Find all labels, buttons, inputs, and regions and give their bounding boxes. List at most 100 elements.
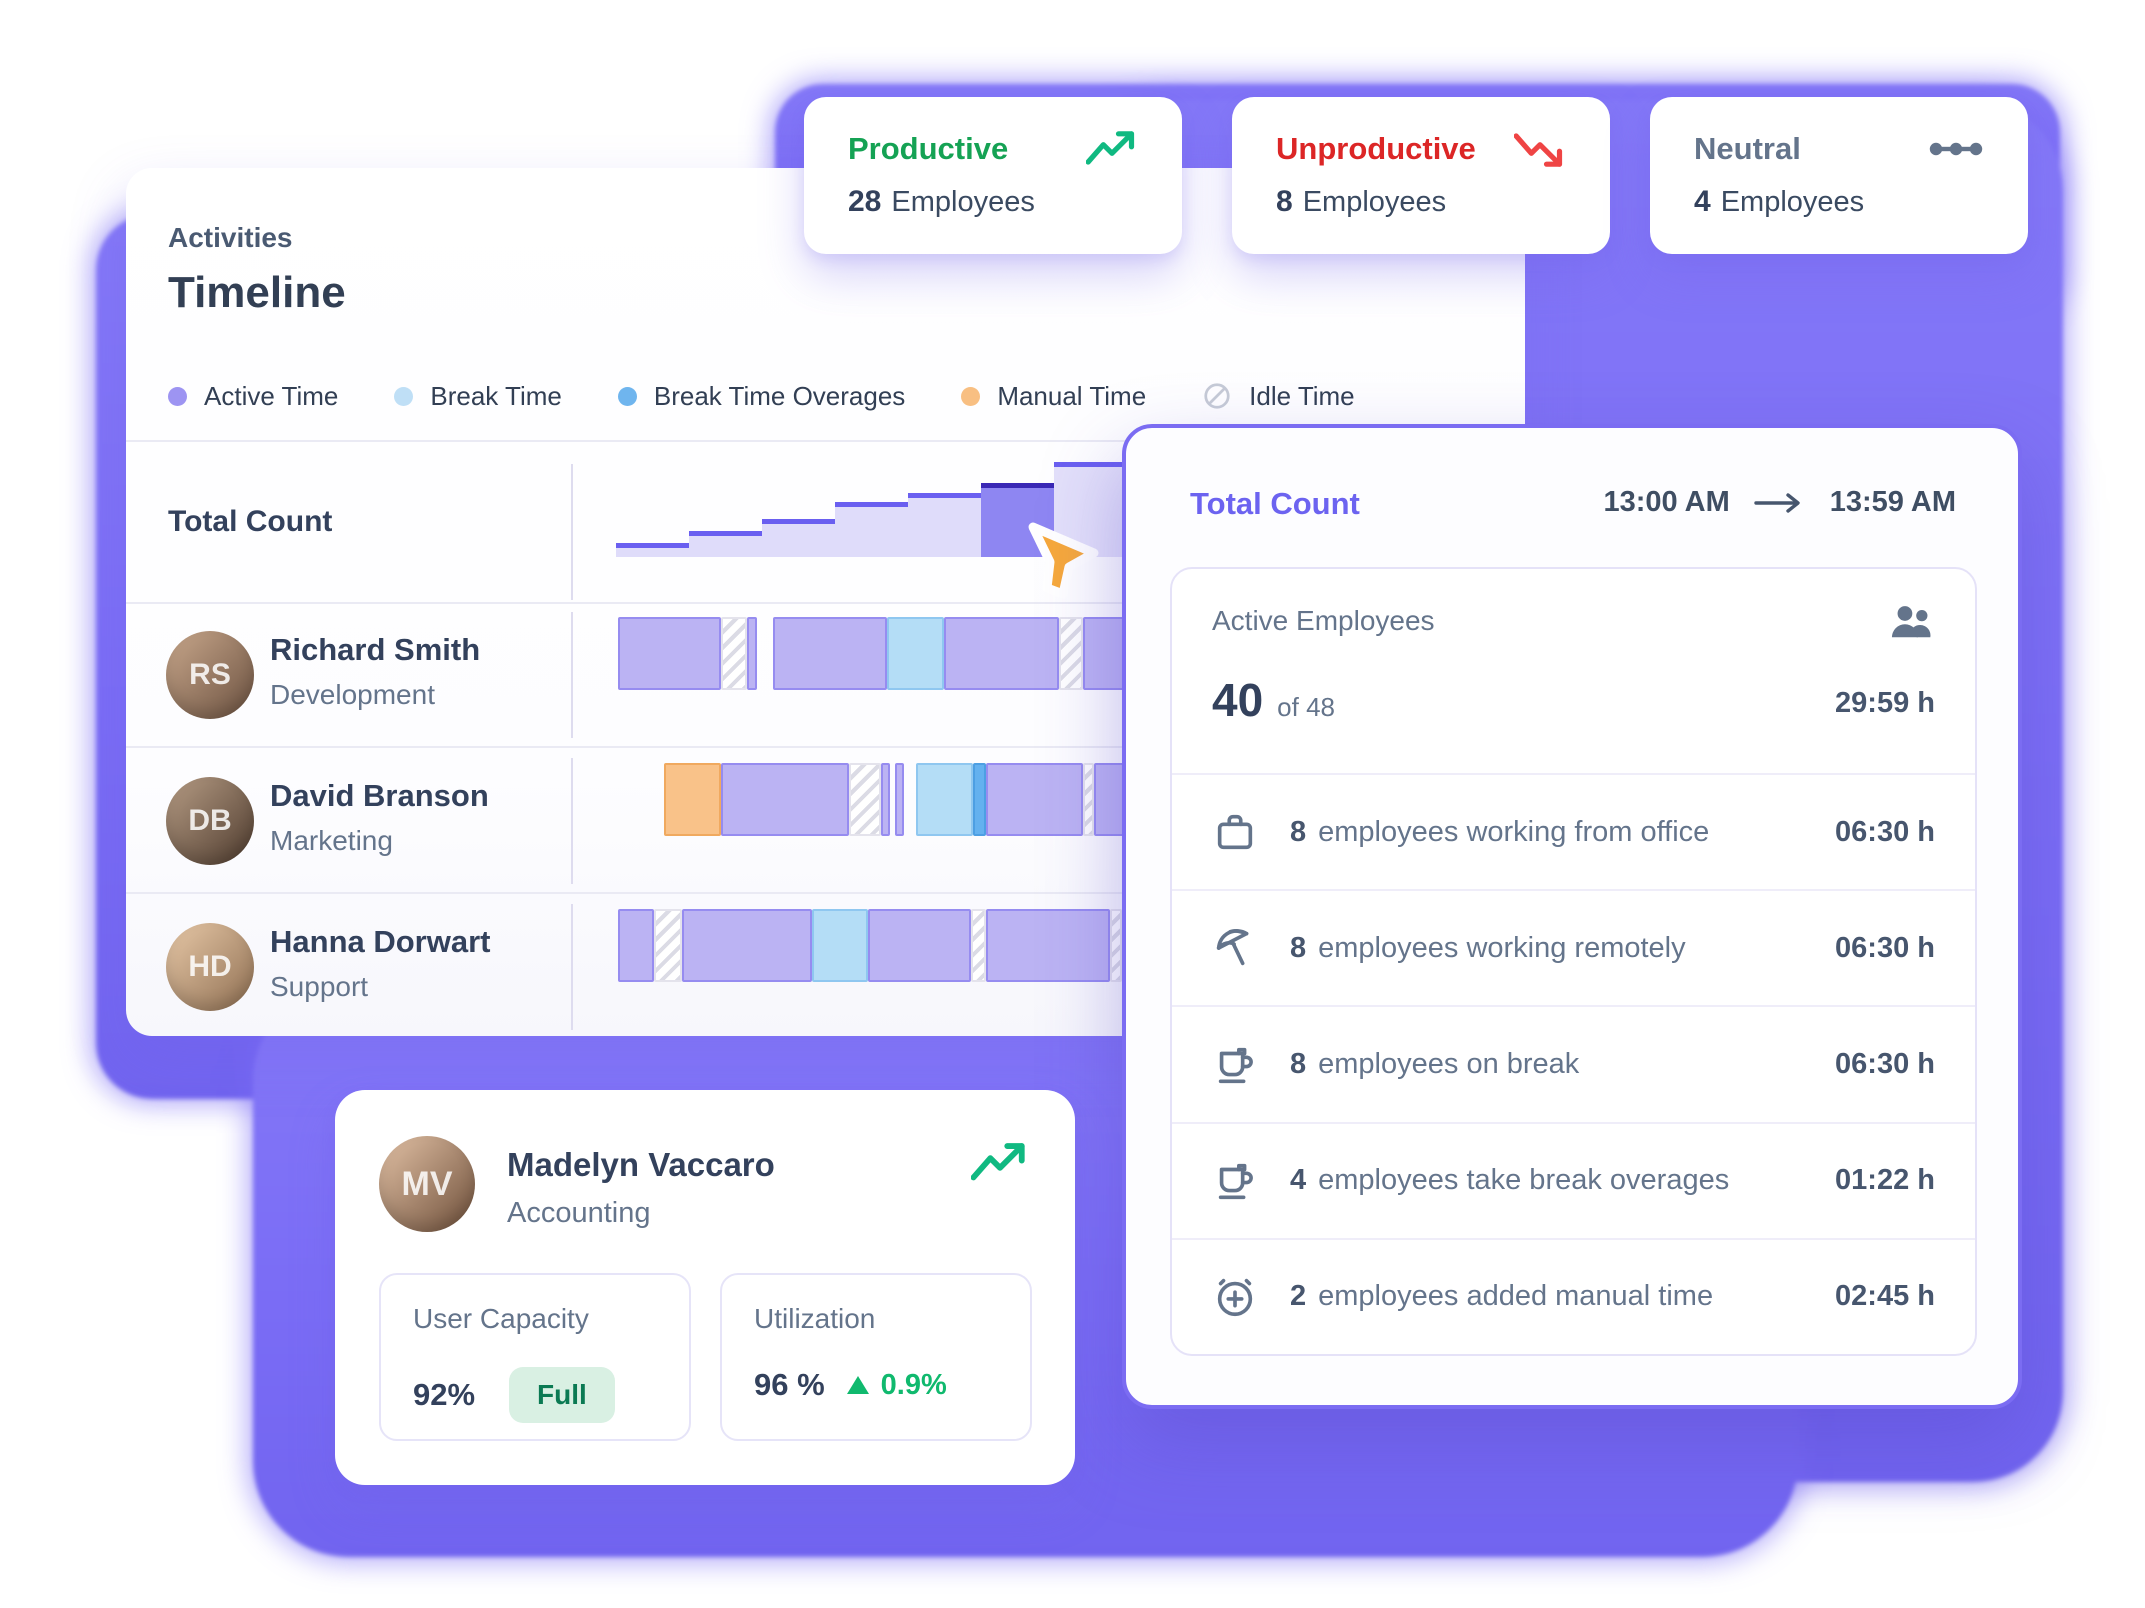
legend-dot xyxy=(394,386,414,406)
timeline-segment-active[interactable] xyxy=(944,617,1059,690)
avatar: HD xyxy=(166,923,254,1011)
time-range[interactable]: 13:00 AM 13:59 AM xyxy=(1603,486,1956,519)
legend-item[interactable]: Manual Time xyxy=(961,381,1146,412)
detail-row[interactable]: 8 employees working remotely 06:30 h xyxy=(1172,891,1975,1008)
step-bar-1[interactable] xyxy=(616,543,689,557)
stat-value: 92% xyxy=(413,1377,476,1412)
member-dept: Accounting xyxy=(507,1197,651,1229)
summary-card-title: Unproductive xyxy=(1276,131,1476,166)
timeline-segment-active[interactable] xyxy=(618,617,721,690)
step-bar-2[interactable] xyxy=(689,531,762,557)
timeline-segment-idle[interactable] xyxy=(1110,909,1122,982)
summary-card-count: 4 Employees xyxy=(1694,185,1865,218)
arrow-right-icon xyxy=(1754,492,1800,513)
stat-box-utilization[interactable]: Utilization 96 % 0.9% xyxy=(720,1273,1032,1441)
timeline-segment-idle[interactable] xyxy=(1083,763,1094,836)
active-employees-count: 40 of 48 xyxy=(1212,674,1335,726)
people-icon xyxy=(1885,597,1937,649)
summary-card-unproductive[interactable]: Unproductive 8 Employees xyxy=(1232,97,1610,254)
coffee-icon xyxy=(1212,1042,1258,1088)
timeline-segment-active[interactable] xyxy=(868,909,971,982)
employee-identity: David Branson Marketing xyxy=(270,780,489,855)
detail-row[interactable]: 2 employees added manual time 02:45 h xyxy=(1172,1240,1975,1354)
timeline-segment-idle[interactable] xyxy=(721,617,747,690)
detail-row-time: 02:45 h xyxy=(1835,1280,1935,1313)
summary-card-title: Productive xyxy=(848,131,1009,166)
step-bar-4[interactable] xyxy=(835,502,908,557)
detail-row[interactable]: 4 employees take break overages 01:22 h xyxy=(1172,1124,1975,1240)
legend-item[interactable]: Idle Time xyxy=(1202,381,1355,412)
legend-item[interactable]: Active Time xyxy=(168,381,338,412)
timeline-segment-active[interactable] xyxy=(721,763,849,836)
legend-label: Manual Time xyxy=(997,380,1147,411)
summary-card-count: 8 Employees xyxy=(1276,185,1447,218)
dots-flat-icon xyxy=(1928,137,1984,161)
timeline-segment-break[interactable] xyxy=(916,763,973,836)
detail-row-time: 06:30 h xyxy=(1835,931,1935,964)
detail-row-text: 4 employees take break overages xyxy=(1290,1164,1730,1197)
employee-timeline-bar xyxy=(616,763,1476,836)
avatar: MV xyxy=(379,1136,475,1232)
summary-card-productive[interactable]: Productive 28 Employees xyxy=(804,97,1182,254)
alarm-plus-icon xyxy=(1212,1274,1258,1320)
timeline-segment-break[interactable] xyxy=(887,617,944,690)
total-count-row-label: Total Count xyxy=(168,505,333,538)
detail-inner-card: Active Employees 40 of 48 29:59 h 8 employ… xyxy=(1170,567,1977,1356)
detail-row[interactable]: 8 employees working from office 06:30 h xyxy=(1172,775,1975,892)
active-employees-label: Active Employees xyxy=(1212,605,1435,636)
stat-value: 96 % xyxy=(754,1367,825,1402)
total-count-detail-panel: Total Count 13:00 AM 13:59 AM Active Emp… xyxy=(1122,424,2022,1409)
employee-name: David Branson xyxy=(270,778,489,813)
triangle-up-icon xyxy=(846,1376,869,1394)
row-rule xyxy=(571,612,573,738)
employee-identity: Richard Smith Development xyxy=(270,634,480,709)
summary-card-neutral[interactable]: Neutral 4 Employees xyxy=(1650,97,2028,254)
stat-box-user-capacity[interactable]: User Capacity 92% Full xyxy=(379,1273,691,1441)
coffee-icon xyxy=(1212,1158,1258,1204)
timeline-segment-active[interactable] xyxy=(881,763,890,836)
detail-row-time: 06:30 h xyxy=(1835,1048,1935,1080)
timeline-segment-active[interactable] xyxy=(773,617,887,690)
employee-timeline-bar xyxy=(616,909,1476,982)
briefcase-icon xyxy=(1212,809,1258,855)
member-card: MV Madelyn Vaccaro Accounting User Capac… xyxy=(335,1090,1075,1485)
row-rule xyxy=(571,758,573,884)
detail-rows: 8 employees working from office 06:30 h 8… xyxy=(1172,775,1975,1354)
summary-card-count: 28 Employees xyxy=(848,185,1035,218)
detail-row-text: 2 employees added manual time xyxy=(1290,1280,1714,1313)
timeline-segment-active[interactable] xyxy=(618,909,654,982)
active-employees-of: of 48 xyxy=(1277,692,1335,722)
panel-kicker: Activities xyxy=(168,222,293,253)
time-to: 13:59 AM xyxy=(1829,486,1956,518)
timeline-segment-idle[interactable] xyxy=(971,909,986,982)
employee-row[interactable]: DB David Branson Marketing xyxy=(126,748,1525,894)
employee-row[interactable]: HD Hanna Dorwart Support xyxy=(126,894,1525,1040)
legend-item[interactable]: Break Time xyxy=(394,381,562,412)
employee-row[interactable]: RS Richard Smith Development xyxy=(126,602,1525,748)
step-bar-5[interactable] xyxy=(908,493,981,557)
step-bar-3[interactable] xyxy=(762,519,835,557)
timeline-segment-active[interactable] xyxy=(895,763,904,836)
legend-item[interactable]: Break Time Overages xyxy=(617,381,905,412)
status-badge: Full xyxy=(509,1367,615,1423)
timeline-segment-active[interactable] xyxy=(747,617,757,690)
timeline-segment-overage[interactable] xyxy=(973,763,986,836)
timeline-segment-active[interactable] xyxy=(682,909,812,982)
employee-name: Richard Smith xyxy=(270,632,481,667)
detail-row-time: 06:30 h xyxy=(1835,815,1935,848)
pointer-cursor-icon xyxy=(1028,522,1099,599)
active-employees-hours: 29:59 h xyxy=(1835,687,1935,719)
timeline-segment-break[interactable] xyxy=(812,909,868,982)
timeline-segment-active[interactable] xyxy=(986,909,1110,982)
timeline-segment-idle[interactable] xyxy=(654,909,682,982)
detail-row-text: 8 employees on break xyxy=(1290,1048,1580,1080)
detail-panel-title: Total Count xyxy=(1190,486,1360,521)
legend-dot xyxy=(961,386,981,406)
timeline-segment-active[interactable] xyxy=(986,763,1083,836)
timeline-segment-idle[interactable] xyxy=(849,763,881,836)
timeline-segment-manual[interactable] xyxy=(664,763,721,836)
trend-up-icon xyxy=(971,1142,1029,1184)
timeline-segment-idle[interactable] xyxy=(1059,617,1083,690)
detail-row[interactable]: 8 employees on break 06:30 h xyxy=(1172,1007,1975,1124)
